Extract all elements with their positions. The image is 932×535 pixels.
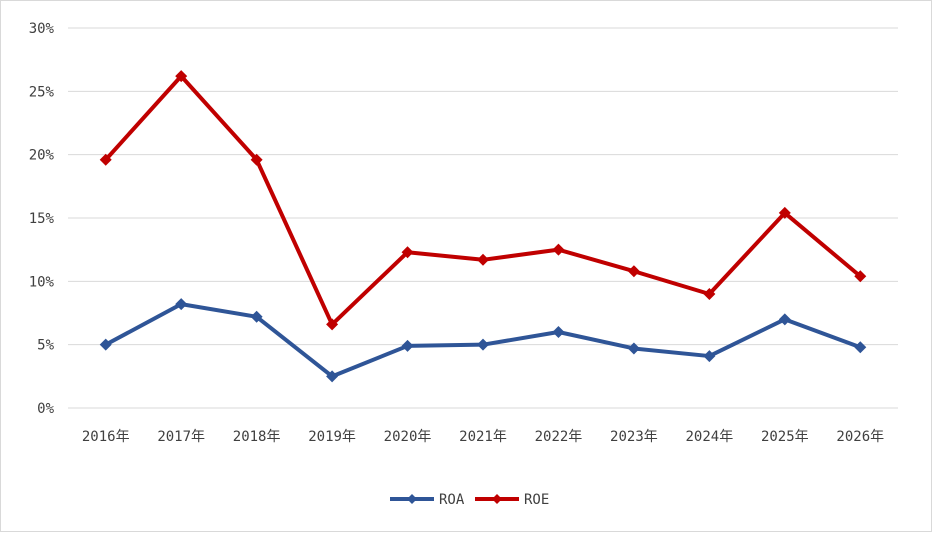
y-tick-label: 30% <box>29 21 55 37</box>
legend: ROA ROE <box>390 492 549 508</box>
legend-item-roa: ROA <box>390 492 465 508</box>
data-point-roe <box>703 288 716 300</box>
data-point-roa <box>627 342 640 355</box>
x-tick-label: 2019年 <box>308 429 356 445</box>
data-point-roe <box>326 318 339 331</box>
data-point-roe <box>477 253 489 266</box>
x-tick-label: 2018年 <box>233 429 281 445</box>
x-axis-tick-labels: 2016年 2017年 2018年 2019年 2020年 2021年 2022年 2023年… <box>82 429 884 445</box>
series-line-roe <box>103 74 863 327</box>
data-point-roa <box>99 338 112 351</box>
data-point-roe <box>627 265 640 278</box>
y-tick-label: 25% <box>29 84 55 100</box>
data-point-roa <box>175 298 188 311</box>
data-point-roa <box>778 313 791 326</box>
y-tick-label: 20% <box>29 148 55 164</box>
x-tick-label: 2017年 <box>157 429 205 445</box>
series-roa <box>99 298 867 383</box>
y-tick-label: 10% <box>29 274 55 290</box>
data-point-roe <box>175 70 188 83</box>
series-roe <box>99 70 867 331</box>
data-point-roe <box>778 206 791 219</box>
x-tick-label: 2023年 <box>610 429 658 445</box>
series-lines <box>99 70 867 383</box>
x-tick-label: 2016年 <box>82 429 130 445</box>
data-point-roa <box>854 341 867 354</box>
data-point-roa <box>552 326 565 338</box>
data-point-roe <box>99 153 112 166</box>
data-point-roe <box>401 246 414 259</box>
legend-label: ROA <box>439 492 465 508</box>
y-tick-label: 0% <box>37 401 54 417</box>
legend-item-roe: ROE <box>475 492 549 508</box>
legend-label: ROE <box>524 492 549 508</box>
gridlines <box>68 27 898 409</box>
x-tick-label: 2022年 <box>535 429 583 445</box>
data-point-roa <box>326 370 339 383</box>
data-point-roa <box>401 339 414 352</box>
x-tick-label: 2021年 <box>459 429 507 445</box>
data-point-roe <box>854 270 867 283</box>
y-axis-tick-labels: 0% 5% 10% 15% 20% 25% 30% <box>29 21 55 417</box>
legend-swatch-marker <box>407 494 417 504</box>
x-tick-label: 2024年 <box>686 429 734 445</box>
data-point-roa <box>250 310 263 323</box>
data-point-roe <box>552 243 565 256</box>
data-point-roa <box>477 338 489 351</box>
legend-swatch-marker <box>492 494 502 504</box>
data-point-roe <box>250 153 263 166</box>
x-tick-label: 2025年 <box>761 429 809 445</box>
x-tick-label: 2026年 <box>836 429 884 445</box>
data-point-roa <box>703 350 716 363</box>
y-tick-label: 15% <box>29 211 55 227</box>
y-tick-label: 5% <box>37 338 54 354</box>
x-tick-label: 2020年 <box>384 429 432 445</box>
